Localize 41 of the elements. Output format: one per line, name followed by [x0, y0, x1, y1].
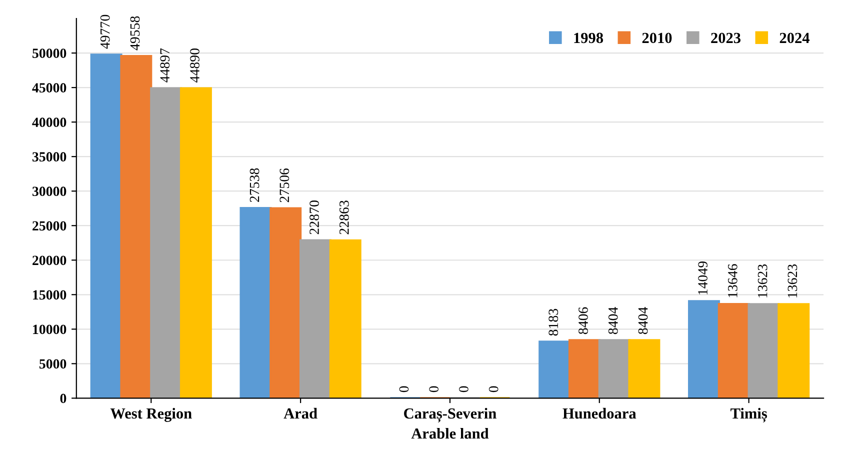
- y-tick-label: 0: [60, 394, 66, 404]
- data-label: 14049: [698, 261, 708, 294]
- legend-label: 2023: [711, 32, 741, 44]
- y-tick-label: 5000: [39, 359, 66, 369]
- legend-label: 1998: [574, 32, 604, 44]
- y-tick-label: 50000: [32, 48, 66, 58]
- data-label: 0: [459, 386, 468, 392]
- y-tick-label: 45000: [32, 83, 66, 93]
- data-label: 22863: [339, 200, 349, 234]
- legend-label: 2010: [642, 32, 672, 44]
- data-label: 13623: [758, 264, 768, 298]
- legend-label: 2024: [780, 32, 810, 44]
- x-tick-label: West Region: [110, 408, 192, 422]
- data-label: 27538: [250, 168, 260, 202]
- x-tick-label: Timiș: [730, 408, 767, 422]
- data-label: 44890: [190, 48, 200, 82]
- y-tick-label: 30000: [32, 186, 66, 196]
- data-label: 44897: [160, 48, 170, 82]
- y-tick-label: 35000: [32, 152, 66, 162]
- data-label: 49558: [130, 16, 140, 50]
- data-label: 13646: [728, 264, 738, 298]
- data-label: 0: [399, 386, 409, 392]
- data-label: 0: [429, 386, 439, 392]
- x-tick-label: Hunedoara: [562, 408, 636, 419]
- x-tick-label: Arad: [284, 408, 318, 419]
- y-tick-label: 25000: [32, 221, 66, 231]
- data-label: 49770: [100, 14, 110, 49]
- x-tick-label: Caraș-Severin: [404, 408, 496, 422]
- data-label: 13623: [788, 264, 798, 298]
- data-label: 27506: [280, 168, 290, 202]
- x-axis-title: Arable land: [411, 428, 489, 439]
- data-label: 8404: [638, 307, 648, 334]
- y-tick-label: 20000: [32, 256, 66, 266]
- data-label: 8406: [578, 307, 588, 334]
- data-label: 0: [488, 386, 498, 392]
- data-label: 8183: [548, 308, 558, 336]
- y-tick-label: 40000: [32, 118, 66, 128]
- y-tick-label: 10000: [33, 324, 66, 334]
- data-label: 8404: [608, 307, 618, 334]
- data-label: 22870: [310, 200, 319, 234]
- y-tick-label: 15000: [33, 290, 66, 300]
